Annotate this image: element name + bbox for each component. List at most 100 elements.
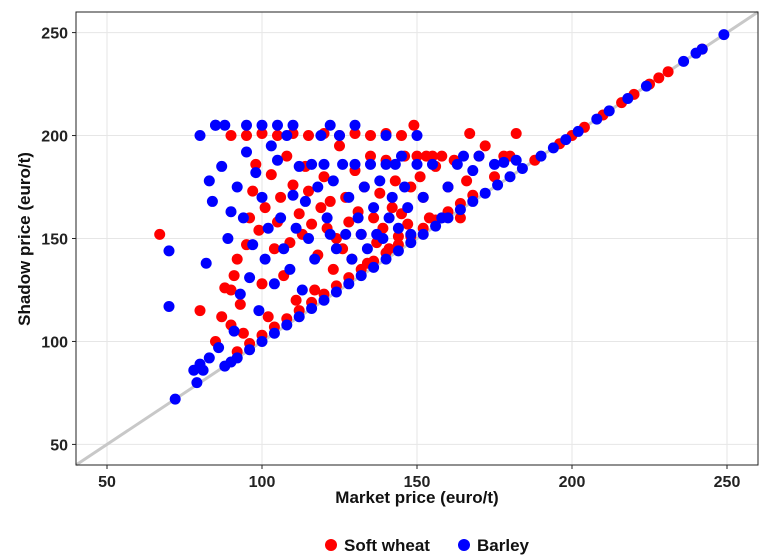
data-point xyxy=(510,154,522,166)
data-point xyxy=(389,175,401,187)
data-point xyxy=(374,175,386,187)
data-point xyxy=(203,352,215,364)
data-point xyxy=(399,181,411,193)
data-point xyxy=(572,125,584,137)
data-point xyxy=(467,165,479,177)
data-point xyxy=(281,130,293,142)
x-tick-label: 200 xyxy=(559,474,586,491)
data-point xyxy=(210,119,221,131)
data-point xyxy=(591,113,603,125)
data-point xyxy=(241,119,252,131)
legend-label-barley: Barley xyxy=(477,536,530,555)
data-point xyxy=(337,158,349,170)
data-point xyxy=(287,179,299,191)
data-point xyxy=(231,181,243,193)
y-tick-label: 50 xyxy=(50,437,68,454)
data-point xyxy=(473,150,485,162)
data-point xyxy=(402,202,414,214)
data-point xyxy=(268,278,280,290)
y-tick-label: 250 xyxy=(41,26,68,43)
data-point xyxy=(250,158,262,170)
data-point xyxy=(293,311,305,323)
data-point xyxy=(340,228,352,240)
data-point xyxy=(296,284,308,296)
data-point xyxy=(256,119,268,131)
data-point xyxy=(383,212,395,224)
data-point xyxy=(696,43,708,55)
data-point xyxy=(241,146,252,158)
data-point xyxy=(306,158,318,170)
x-tick-label: 50 xyxy=(98,474,116,491)
data-point xyxy=(290,294,302,306)
data-point xyxy=(414,171,426,183)
data-point xyxy=(678,55,690,67)
data-point xyxy=(349,119,361,131)
data-point xyxy=(244,272,256,284)
data-point xyxy=(380,253,392,265)
data-point xyxy=(510,127,522,139)
data-point xyxy=(216,311,228,323)
data-point xyxy=(386,202,398,214)
data-point xyxy=(380,158,392,170)
data-point xyxy=(560,134,572,146)
data-point xyxy=(454,212,466,224)
x-tick-label: 150 xyxy=(404,474,431,491)
data-point xyxy=(365,158,376,170)
data-point xyxy=(197,364,209,376)
data-point xyxy=(365,130,376,142)
data-point xyxy=(504,171,516,183)
data-point xyxy=(241,130,252,142)
data-point xyxy=(489,158,500,170)
data-point xyxy=(377,233,389,244)
data-point xyxy=(498,156,510,168)
data-point xyxy=(272,154,283,166)
data-point xyxy=(253,305,265,317)
data-point xyxy=(479,187,491,199)
data-point xyxy=(355,270,367,282)
data-point xyxy=(389,158,401,170)
legend-marker-soft-wheat xyxy=(325,539,337,551)
data-point xyxy=(547,142,559,154)
data-point xyxy=(392,245,404,257)
data-point xyxy=(622,92,634,104)
data-point xyxy=(380,130,392,142)
data-point xyxy=(343,191,355,203)
legend-marker-barley xyxy=(458,539,470,551)
data-point xyxy=(256,127,268,139)
data-point xyxy=(256,191,268,203)
data-point xyxy=(343,216,355,228)
data-point xyxy=(352,212,364,224)
data-point xyxy=(396,130,407,142)
data-point xyxy=(427,150,438,162)
data-point xyxy=(256,335,268,347)
data-point xyxy=(259,253,271,265)
data-point xyxy=(268,327,280,339)
data-point xyxy=(194,305,206,317)
data-point xyxy=(275,212,287,224)
data-point xyxy=(281,150,293,162)
data-point xyxy=(662,66,674,78)
data-point xyxy=(346,253,358,265)
data-point xyxy=(219,119,231,131)
data-point xyxy=(237,327,249,339)
data-point xyxy=(225,130,237,142)
data-point xyxy=(603,105,615,117)
data-point xyxy=(222,233,234,244)
data-point xyxy=(417,191,429,203)
data-point xyxy=(368,202,380,214)
data-point xyxy=(458,150,469,162)
data-point xyxy=(290,222,302,234)
data-point xyxy=(318,171,330,183)
data-point xyxy=(324,228,336,240)
data-point xyxy=(315,130,327,142)
legend-label-soft-wheat: Soft wheat xyxy=(344,536,430,555)
data-point xyxy=(349,127,361,139)
data-point xyxy=(396,150,407,162)
data-point xyxy=(299,195,311,207)
y-axis-ticks: 50 100 150 200 250 xyxy=(41,26,76,454)
data-point xyxy=(442,212,454,224)
x-axis-title: Market price (euro/t) xyxy=(335,488,498,507)
data-point xyxy=(262,222,274,234)
data-point xyxy=(417,228,429,240)
